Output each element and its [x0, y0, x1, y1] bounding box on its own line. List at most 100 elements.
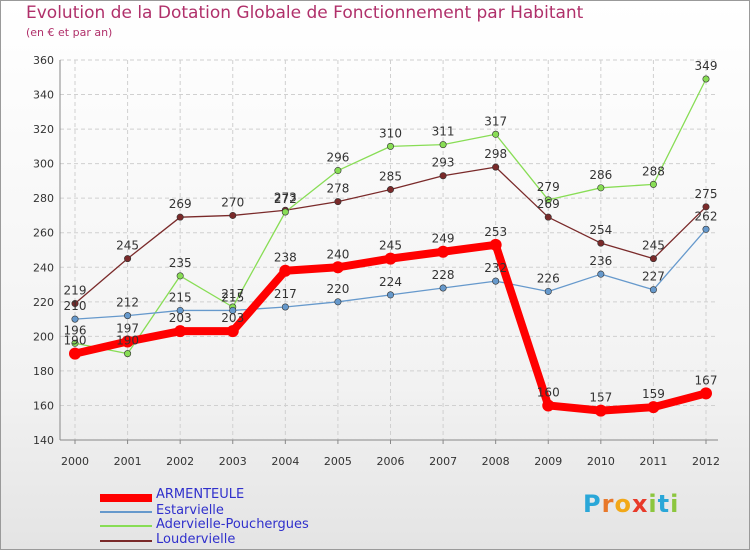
data-label-adervielle-pouchergues: 288 [642, 164, 665, 178]
data-label-estarvielle: 215 [221, 290, 244, 304]
axes [59, 60, 718, 444]
point-armenteule [121, 335, 134, 348]
point-loudervielle [71, 300, 79, 308]
data-label-adervielle-pouchergues: 311 [432, 125, 455, 139]
legend-label-armenteule: ARMENTEULE [156, 487, 245, 502]
data-label-armenteule: 249 [432, 232, 455, 246]
y-tick-label: 320 [33, 123, 54, 136]
x-tick-label: 2006 [377, 455, 405, 468]
point-adervielle-pouchergues [71, 339, 79, 347]
data-label-adervielle-pouchergues: 317 [484, 114, 507, 128]
point-loudervielle [492, 163, 500, 171]
x-tick-labels: 2000 2001 2002 2003 2004 2005 2006 2007 2008 2009… [61, 455, 720, 468]
data-label-armenteule: 190 [64, 334, 87, 348]
data-label-loudervielle: 278 [326, 182, 349, 196]
point-estarvielle [71, 315, 79, 323]
data-label-estarvielle: 215 [169, 290, 192, 304]
y-tick-label: 280 [33, 192, 54, 205]
x-tick-label: 2002 [166, 455, 194, 468]
data-label-loudervielle: 293 [432, 156, 455, 170]
chart-title: Evolution de la Dotation Globale de Fonc… [26, 3, 584, 23]
series-points [69, 75, 712, 417]
logo-letter: o [614, 490, 632, 518]
data-label-adervielle-pouchergues: 217 [221, 287, 244, 301]
point-estarvielle [544, 287, 552, 295]
x-tick-label: 2009 [534, 455, 562, 468]
data-label-adervielle-pouchergues: 196 [64, 323, 87, 337]
data-label-estarvielle: 228 [432, 268, 455, 282]
point-loudervielle [702, 203, 710, 211]
point-armenteule [437, 245, 450, 258]
point-loudervielle [334, 198, 342, 206]
x-tick-label: 2012 [692, 455, 720, 468]
y-tick-label: 300 [33, 158, 54, 171]
point-adervielle-pouchergues [492, 130, 500, 138]
point-adervielle-pouchergues [597, 184, 605, 192]
x-tick-label: 2011 [639, 455, 667, 468]
point-estarvielle [492, 277, 500, 285]
y-tick-label: 340 [33, 89, 54, 102]
data-label-estarvielle: 236 [589, 254, 612, 268]
data-label-armenteule: 167 [695, 373, 718, 387]
point-estarvielle [176, 306, 184, 314]
point-estarvielle [649, 286, 657, 294]
legend-swatch-adervielle-pouchergues [100, 525, 152, 527]
data-label-loudervielle: 275 [695, 187, 718, 201]
data-label-adervielle-pouchergues: 235 [169, 256, 192, 270]
point-adervielle-pouchergues [281, 208, 289, 216]
data-label-loudervielle: 270 [221, 195, 244, 209]
y-tick-label: 200 [33, 330, 54, 343]
data-label-loudervielle: 245 [116, 239, 139, 253]
data-label-loudervielle: 273 [274, 190, 297, 204]
point-loudervielle [386, 186, 394, 194]
y-tick-label: 180 [33, 365, 54, 378]
point-estarvielle [124, 312, 132, 320]
data-label-armenteule: 197 [116, 322, 139, 336]
data-label-loudervielle: 269 [169, 197, 192, 211]
point-adervielle-pouchergues [124, 350, 132, 358]
point-loudervielle [229, 211, 237, 219]
point-armenteule [647, 401, 660, 414]
data-label-loudervielle: 269 [537, 197, 560, 211]
y-tick-label: 240 [33, 261, 54, 274]
y-tick-label: 220 [33, 296, 54, 309]
point-armenteule [174, 325, 187, 338]
y-tick-label: 260 [33, 227, 54, 240]
logo-letter: i [670, 490, 680, 518]
data-label-armenteule: 160 [537, 385, 560, 399]
data-label-adervielle-pouchergues: 190 [116, 334, 139, 348]
point-adervielle-pouchergues [544, 196, 552, 204]
data-label-loudervielle: 245 [642, 239, 665, 253]
data-label-estarvielle: 232 [484, 261, 507, 275]
x-tick-label: 2007 [429, 455, 457, 468]
y-tick-label: 360 [33, 54, 54, 67]
data-label-armenteule: 238 [274, 251, 297, 265]
data-label-adervielle-pouchergues: 286 [589, 168, 612, 182]
logo-letter: x [631, 490, 649, 518]
data-label-adervielle-pouchergues: 296 [326, 151, 349, 165]
point-armenteule [489, 238, 502, 251]
point-loudervielle [124, 255, 132, 263]
legend-label-estarvielle: Estarvielle [156, 503, 224, 518]
logo-letter: r [601, 490, 615, 518]
point-armenteule [542, 399, 555, 412]
chart-subtitle: (en € et par an) [26, 26, 113, 39]
point-armenteule [331, 261, 344, 274]
data-label-estarvielle: 224 [379, 275, 402, 289]
legend-label-loudervielle: Loudervielle [156, 532, 236, 547]
legend-label-adervielle-pouchergues: Adervielle-Pouchergues [156, 517, 309, 532]
data-label-armenteule: 245 [379, 239, 402, 253]
point-loudervielle [439, 172, 447, 180]
point-adervielle-pouchergues [176, 272, 184, 280]
point-armenteule [700, 387, 712, 400]
data-label-adervielle-pouchergues: 279 [537, 180, 560, 194]
proxiti-logo: Proxiti [583, 490, 679, 518]
data-label-loudervielle: 285 [379, 170, 402, 184]
point-adervielle-pouchergues [439, 141, 447, 149]
x-tick-label: 2000 [61, 455, 89, 468]
point-estarvielle [597, 270, 605, 278]
data-label-adervielle-pouchergues: 349 [695, 59, 718, 73]
data-label-estarvielle: 210 [64, 299, 87, 313]
data-label-adervielle-pouchergues: 272 [274, 192, 297, 206]
